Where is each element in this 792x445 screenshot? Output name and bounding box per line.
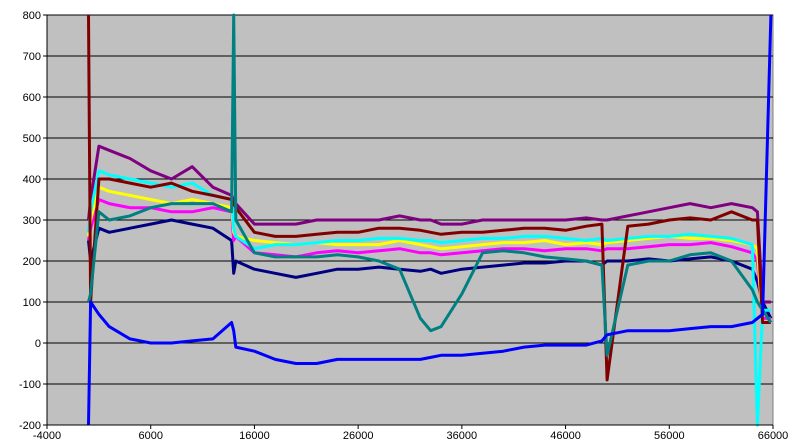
x-tick-label: -4000: [33, 430, 61, 442]
y-tick-label: 700: [23, 51, 41, 63]
y-tick-label: 400: [23, 174, 41, 186]
y-tick-label: -100: [19, 379, 41, 391]
series-line: [87, 198, 771, 320]
x-tick-label: 6000: [138, 430, 162, 442]
x-tick-label: 56000: [654, 430, 685, 442]
x-tick-label: 16000: [239, 430, 270, 442]
y-tick-label: 800: [23, 10, 41, 22]
series-line: [87, 14, 773, 426]
series-line: [87, 144, 771, 304]
y-tick-label: 500: [23, 133, 41, 145]
y-tick-label: 200: [23, 256, 41, 268]
y-tick-label: 300: [23, 215, 41, 227]
x-tick-label: 36000: [447, 430, 478, 442]
y-tick-label: -200: [19, 420, 41, 432]
series-line: [87, 169, 771, 427]
series-line: [87, 14, 771, 382]
y-tick-label: 100: [23, 297, 41, 309]
x-tick-label: 26000: [343, 430, 374, 442]
x-tick-label: 46000: [550, 430, 581, 442]
x-tick-label: 66000: [758, 430, 789, 442]
y-tick-label: 600: [23, 92, 41, 104]
series-line: [87, 13, 773, 357]
y-tick-label: 0: [35, 338, 41, 350]
